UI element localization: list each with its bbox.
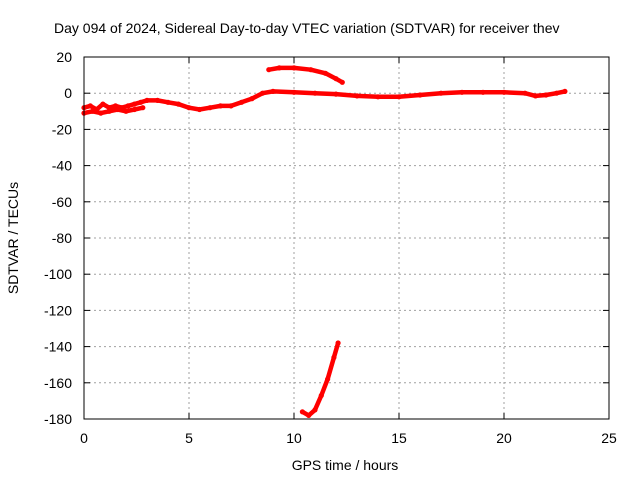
data-point (375, 94, 381, 100)
data-point (138, 99, 144, 105)
data-point (480, 89, 486, 95)
data-point (207, 105, 213, 111)
data-point (543, 92, 549, 98)
data-point (123, 108, 129, 114)
data-point (335, 340, 341, 346)
data-point (186, 105, 192, 111)
data-point (312, 407, 318, 413)
data-point (333, 91, 339, 97)
series-points-upper-arc (266, 65, 345, 85)
y-tick-label: -60 (52, 194, 72, 210)
plot-frame (83, 56, 610, 420)
data-point (175, 101, 182, 107)
x-tick-label: 20 (496, 430, 512, 446)
data-point (501, 89, 507, 95)
data-point (333, 76, 339, 82)
y-tick-label: -180 (44, 411, 72, 427)
data-point (238, 99, 245, 105)
x-tick-label: 25 (601, 430, 617, 446)
data-point (228, 103, 234, 109)
series-points-low-dip (299, 340, 341, 418)
data-point (131, 106, 137, 113)
data-point (217, 103, 224, 109)
y-axis-label: SDTVAR / TECUs (5, 182, 21, 294)
data-point (259, 90, 266, 96)
data-point (354, 93, 360, 99)
data-point (87, 103, 93, 109)
data-point (299, 409, 305, 415)
data-point (331, 354, 337, 361)
y-tick-label: -40 (52, 158, 72, 174)
y-tick-label: -80 (52, 230, 72, 246)
data-point (532, 93, 539, 99)
grid-layer (84, 57, 609, 419)
y-tick-label: -140 (44, 339, 72, 355)
data-point (100, 101, 106, 107)
data-point (322, 70, 329, 76)
y-tick-label: -20 (52, 121, 72, 137)
data-point (339, 79, 345, 85)
y-tick-label: -120 (44, 302, 72, 318)
data-point (306, 412, 312, 418)
data-point (165, 99, 171, 105)
data-point (98, 110, 104, 116)
data-point (325, 376, 331, 382)
data-point (276, 65, 282, 71)
x-tick-label: 5 (185, 430, 193, 446)
x-tick-label: 15 (391, 430, 407, 446)
data-point (522, 90, 528, 96)
data-point (125, 103, 131, 109)
data-point (553, 90, 560, 96)
data-point (438, 90, 444, 96)
y-tick-label: -160 (44, 375, 72, 391)
chart-title: Day 094 of 2024, Sidereal Day-to-day VTE… (54, 20, 560, 36)
y-tick-label: 20 (56, 49, 72, 65)
data-point (154, 97, 161, 103)
y-tick-label: -100 (44, 266, 72, 282)
data-point (106, 108, 112, 114)
data-point (417, 92, 423, 98)
data-point (144, 97, 150, 103)
x-tick-label: 0 (80, 430, 88, 446)
data-point (312, 90, 318, 96)
data-point (196, 106, 203, 113)
data-point (249, 96, 255, 102)
x-tick-label: 10 (286, 430, 302, 446)
x-axis-label: GPS time / hours (292, 457, 399, 473)
data-point (270, 88, 276, 94)
data-point (89, 108, 95, 114)
data-point (115, 106, 121, 113)
data-point (562, 88, 568, 94)
data-point (131, 101, 137, 107)
data-point (266, 67, 272, 73)
data-point (308, 67, 314, 73)
data-point (459, 89, 465, 95)
data-point (140, 105, 146, 111)
y-tick-label: 0 (64, 85, 72, 101)
data-point (396, 94, 402, 100)
series-layer (81, 65, 568, 418)
data-point (291, 89, 297, 95)
data-point (318, 392, 324, 399)
data-point (291, 65, 297, 71)
